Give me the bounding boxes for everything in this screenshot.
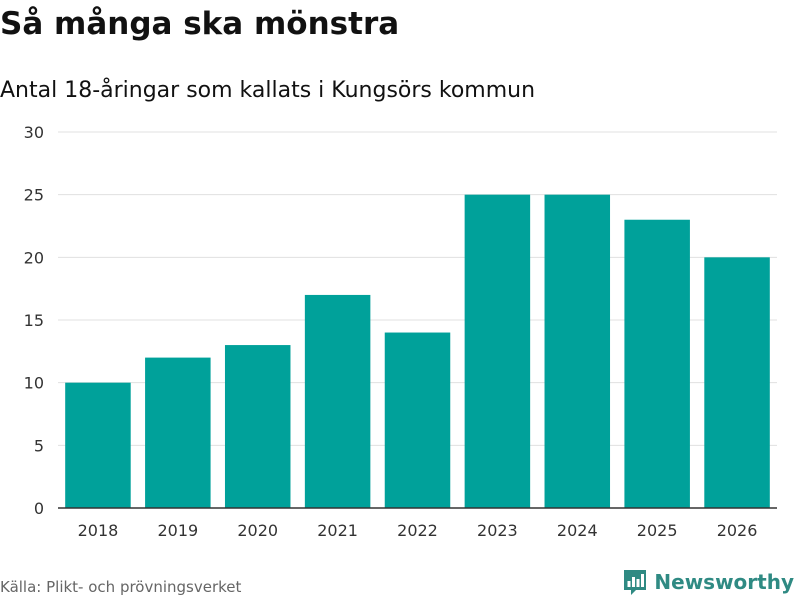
y-tick-label: 10	[24, 374, 44, 393]
newsworthy-logo-icon	[624, 570, 647, 595]
bar-2023	[464, 194, 531, 508]
chart-title: Så många ska mönstra	[0, 6, 400, 42]
y-tick-label: 25	[24, 186, 44, 205]
bar-2020	[224, 345, 291, 508]
x-tick-label: 2025	[637, 521, 678, 540]
bar-2025	[624, 219, 690, 508]
bars	[65, 194, 770, 508]
chart-subtitle: Antal 18-åringar som kallats i Kungsörs …	[0, 78, 536, 103]
bar-2018	[65, 382, 131, 508]
x-tick-label: 2026	[717, 521, 758, 540]
bar-2022	[384, 332, 451, 508]
bar-2019	[145, 357, 211, 508]
brand-name: Newsworthy	[654, 570, 794, 594]
y-tick-label: 15	[24, 311, 44, 330]
bar-2024	[544, 194, 611, 508]
y-tick-label: 20	[24, 248, 44, 267]
x-tick-label: 2022	[397, 521, 438, 540]
source-note: Källa: Plikt- och prövningsverket	[0, 578, 242, 596]
bar-2021	[304, 294, 371, 508]
y-tick-label: 30	[24, 123, 44, 142]
y-tick-label: 5	[34, 436, 44, 455]
x-tick-label: 2021	[317, 521, 358, 540]
x-tick-label: 2020	[237, 521, 278, 540]
bar-2026	[704, 257, 770, 508]
y-tick-label: 0	[34, 499, 44, 518]
x-tick-label: 2023	[477, 521, 518, 540]
x-tick-label: 2019	[157, 521, 198, 540]
x-tick-label: 2018	[78, 521, 119, 540]
brand-logo: Newsworthy	[622, 568, 794, 596]
x-tick-label: 2024	[557, 521, 598, 540]
